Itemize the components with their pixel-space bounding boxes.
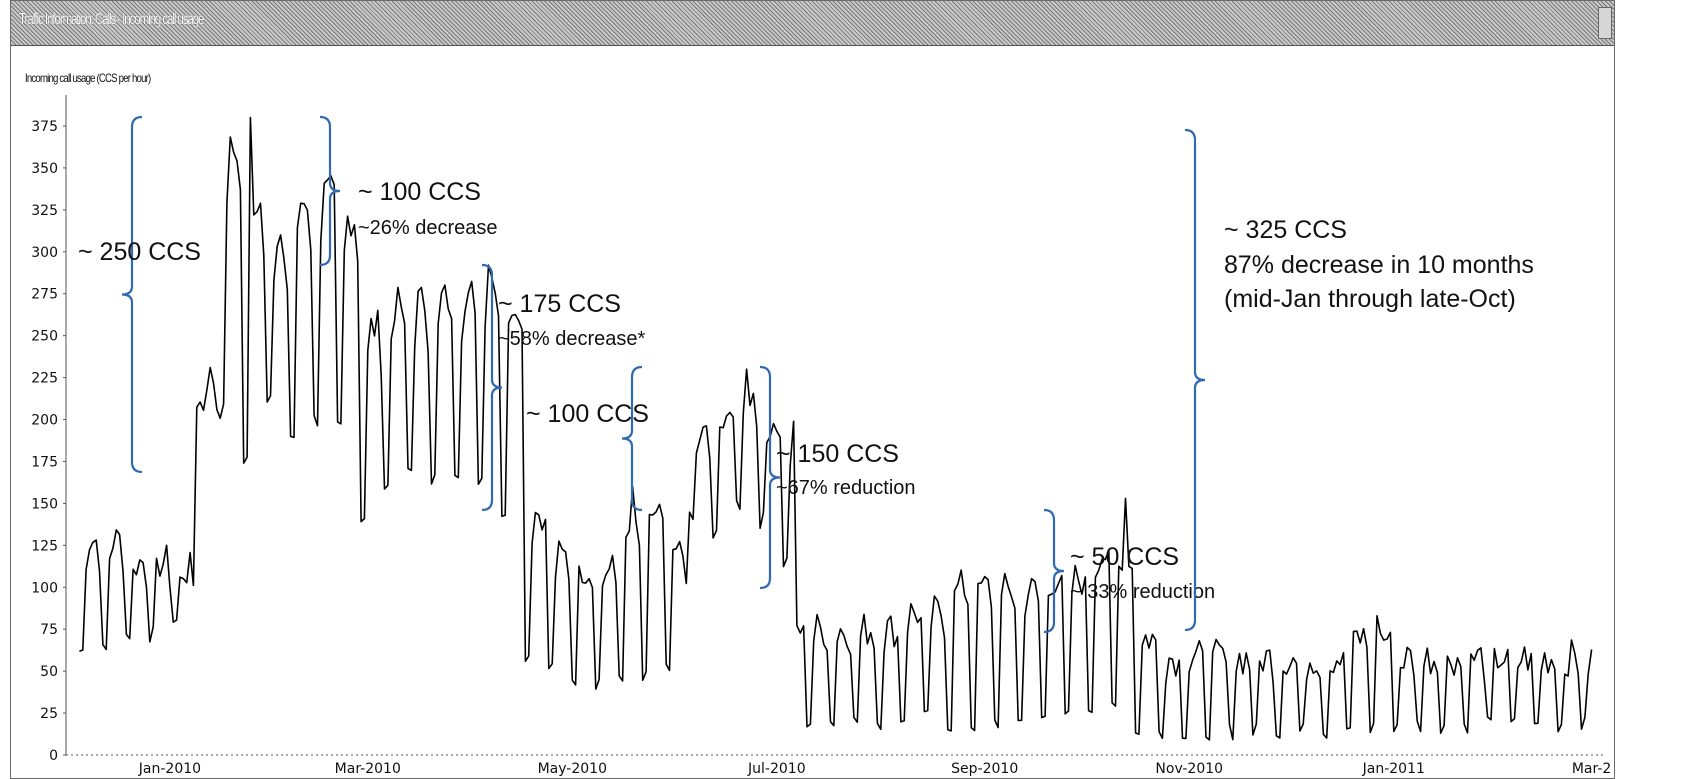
y-axis-label: Incoming call usage (CCS per hour) [25,71,151,85]
bracket-annotation [621,365,643,512]
annotations: ~ 250 CCS ~ 100 CCS ~26% decrease ~ 175 CCS… [78,115,1534,634]
x-tick-label: Mar-2010 [335,761,401,777]
x-tick-labels: Jan-2010 Mar-2010 May-2010 Jul-2010 Sep-2010… [138,761,1612,777]
x-tick-label: Jan-2011 [1362,761,1425,777]
y-tick-label: 300 [31,245,58,261]
annotation-label: ~ 175 CCS [498,290,621,318]
annotation-label: ~ 100 CCS [526,400,649,428]
close-button[interactable] [1598,7,1612,39]
y-tick-labels: 0 25 50 75 100 125 150 175 200 225 250 275 300 325 350… [31,119,66,764]
bracket-annotation [481,263,503,512]
y-tick-label: 125 [31,538,58,554]
window-titlebar[interactable]: Traffic Information: Calls - Incoming ca… [11,1,1614,46]
y-tick-label: 150 [31,496,58,512]
annotation-label: ~ 50 CCS [1070,543,1179,571]
annotation-label: ~ 250 CCS [78,238,201,266]
window-title: Traffic Information: Calls - Incoming ca… [19,11,205,28]
y-tick-label: 350 [31,161,58,177]
x-tick-label: Jan-2010 [138,761,201,777]
annotation-sublabel: ~67% reduction [776,477,916,499]
annotation-label: ~ 150 CCS [776,440,899,468]
y-tick-label: 100 [31,580,58,596]
annotation-sublabel: ~58% decrease* [498,328,646,350]
bracket-annotation [121,115,143,474]
x-tick-label: Jul-2010 [747,761,806,777]
x-tick-label: Mar-2 [1572,761,1611,777]
bracket-annotation [1184,128,1206,632]
annotation-label: ~ 325 CCS [1224,216,1347,244]
chart-window: Traffic Information: Calls - Incoming ca… [10,0,1615,779]
y-tick-label: 325 [31,203,58,219]
annotation-sublabel: ~ 33% reduction [1070,581,1215,603]
annotation-label: ~ 100 CCS [358,178,481,206]
bracket-annotation [319,115,341,267]
y-tick-label: 175 [31,454,58,470]
annotation-sublabel: ~26% decrease [358,217,498,239]
y-tick-label: 375 [31,119,58,135]
y-tick-label: 200 [31,413,58,429]
y-tick-label: 75 [40,622,58,638]
y-tick-label: 50 [40,664,58,680]
x-tick-label: Nov-2010 [1155,761,1223,777]
annotation-sublabel: 87% decrease in 10 months [1224,251,1534,279]
y-tick-label: 275 [31,287,58,303]
x-tick-label: Sep-2010 [951,761,1018,777]
y-tick-label: 250 [31,329,58,345]
bracket-annotation [759,365,781,590]
series-line [79,116,1593,741]
bracket-annotation [1043,508,1065,634]
annotation-sublabel-2: (mid-Jan through late-Oct) [1224,285,1516,313]
x-tick-label: May-2010 [538,761,607,777]
y-tick-label: 0 [49,748,58,764]
y-tick-label: 25 [40,706,58,722]
y-tick-label: 225 [31,371,58,387]
